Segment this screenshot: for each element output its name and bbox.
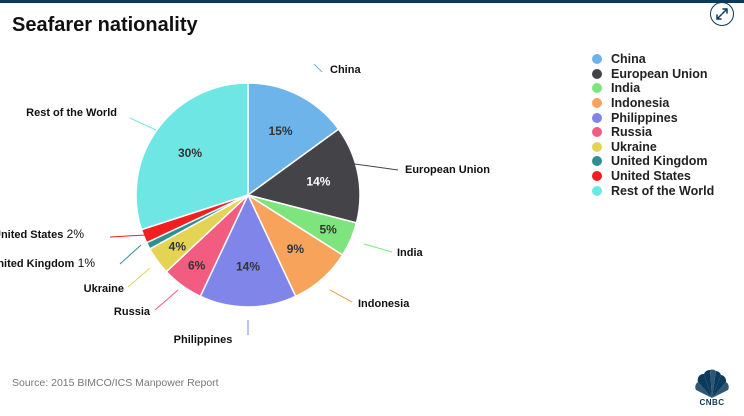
leader-line xyxy=(127,267,151,288)
slice-value-label: 5% xyxy=(320,223,338,237)
leader-line xyxy=(109,234,147,238)
legend-label: Indonesia xyxy=(611,96,670,111)
legend-swatch xyxy=(592,112,602,123)
legend-item-united-states[interactable]: United States xyxy=(592,169,714,184)
category-label: European Union xyxy=(405,164,490,176)
source-note: Source: 2015 BIMCO/ICS Manpower Report xyxy=(12,377,219,389)
legend-swatch xyxy=(592,54,602,65)
legend-item-china[interactable]: China xyxy=(592,52,714,67)
legend-label: India xyxy=(611,81,641,96)
pie-slice-china[interactable] xyxy=(247,82,340,197)
legend: China European Union India Indonesia Philipp… xyxy=(592,52,714,198)
legend-item-india[interactable]: India xyxy=(592,81,714,96)
leader-line xyxy=(339,161,399,171)
legend-label: United Kingdom xyxy=(611,154,708,169)
slice-value-label: 15% xyxy=(269,124,293,138)
legend-swatch xyxy=(592,171,602,182)
legend-swatch xyxy=(592,68,602,79)
legend-item-indonesia[interactable]: Indonesia xyxy=(592,96,714,111)
legend-item-russia[interactable]: Russia xyxy=(592,125,714,140)
legend-label: Rest of the World xyxy=(611,183,715,198)
legend-item-european-union[interactable]: European Union xyxy=(592,67,714,82)
legend-label: Philippines xyxy=(611,110,678,125)
legend-swatch xyxy=(592,127,602,138)
leader-line xyxy=(313,63,323,73)
slice-value-label: 4% xyxy=(169,239,187,253)
legend-label: Russia xyxy=(611,125,652,140)
category-label: United Kingdom 1% xyxy=(0,256,95,270)
legend-swatch xyxy=(592,98,602,109)
peacock-logo-icon xyxy=(695,369,729,398)
legend-swatch xyxy=(592,141,602,152)
chart-title: Seafarer nationality xyxy=(12,14,198,36)
pie-slice-rest-of-the-world[interactable] xyxy=(135,82,249,231)
cnbc-logo: CNBC xyxy=(690,368,734,407)
legend-swatch xyxy=(592,156,602,167)
legend-label: China xyxy=(611,52,646,67)
leader-line xyxy=(363,243,393,253)
top-rule xyxy=(0,0,744,3)
legend-label: United States xyxy=(611,169,691,184)
slice-value-label: 6% xyxy=(188,259,206,273)
category-label: Russia xyxy=(114,306,151,318)
category-label: Ukraine xyxy=(84,283,124,295)
slice-value-label: 14% xyxy=(306,175,330,189)
category-label: Indonesia xyxy=(358,298,410,310)
legend-item-united-kingdom[interactable]: United Kingdom xyxy=(592,154,714,169)
legend-item-rest-of-the-world[interactable]: Rest of the World xyxy=(592,183,714,198)
pie-slice-european-union[interactable] xyxy=(246,128,361,224)
logo-text: CNBC xyxy=(699,398,725,407)
expand-button[interactable] xyxy=(710,2,734,26)
category-label: Philippines xyxy=(174,334,233,346)
legend-swatch xyxy=(592,185,602,196)
category-label: Rest of the World xyxy=(26,107,117,119)
legend-label: Ukraine xyxy=(611,139,657,154)
leader-line xyxy=(119,244,142,265)
leader-line xyxy=(129,117,157,131)
legend-label: European Union xyxy=(611,66,708,81)
legend-item-ukraine[interactable]: Ukraine xyxy=(592,140,714,155)
expand-arrows-icon xyxy=(716,8,728,20)
category-label: China xyxy=(330,64,361,76)
legend-swatch xyxy=(592,83,602,94)
slice-value-label: 14% xyxy=(236,260,260,274)
slice-value-label: 9% xyxy=(287,242,305,256)
leader-line xyxy=(329,289,353,303)
legend-item-philippines[interactable]: Philippines xyxy=(592,110,714,125)
category-label: United States 2% xyxy=(0,227,84,241)
category-label: India xyxy=(397,247,424,259)
leader-line xyxy=(154,289,179,311)
slice-value-label: 30% xyxy=(178,146,202,160)
pie-slice-philippines[interactable] xyxy=(199,193,297,308)
